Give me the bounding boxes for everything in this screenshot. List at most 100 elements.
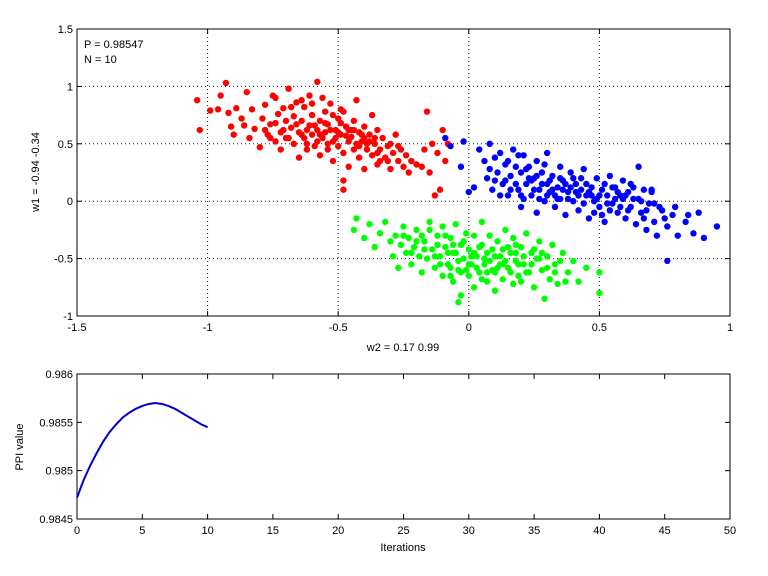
scatter-point bbox=[298, 131, 305, 138]
x-tick-label: 45 bbox=[659, 525, 671, 537]
scatter-point bbox=[321, 119, 329, 127]
scatter-point bbox=[619, 195, 627, 203]
scatter-point bbox=[280, 126, 287, 134]
scatter-point bbox=[549, 186, 556, 193]
scatter-point bbox=[366, 131, 373, 138]
scatter-point bbox=[335, 129, 342, 136]
scatter-point bbox=[368, 111, 376, 119]
scatter-point bbox=[543, 264, 551, 271]
scatter-point bbox=[651, 200, 658, 207]
scatter-point bbox=[510, 280, 517, 288]
scatter-point bbox=[567, 184, 574, 191]
scatter-point bbox=[530, 284, 538, 291]
scatter-point bbox=[507, 249, 514, 257]
scatter-point bbox=[455, 299, 462, 306]
scatter-point bbox=[520, 253, 527, 260]
scatter-point bbox=[316, 131, 324, 138]
scatter-point bbox=[564, 195, 572, 203]
scatter-point bbox=[408, 249, 415, 257]
scatter-point bbox=[389, 253, 397, 260]
line-axes-box bbox=[76, 373, 731, 520]
scatter-point bbox=[353, 96, 360, 104]
scatter-point bbox=[363, 146, 371, 153]
scatter-point bbox=[444, 249, 452, 257]
line-axes: 0 5 10 15 20 25 30 35 40 45 50 0.9845 0.985 0.9855 0.9… bbox=[14, 369, 736, 554]
scatter-point bbox=[604, 200, 611, 207]
scatter-point bbox=[214, 106, 222, 113]
scatter-point bbox=[536, 238, 543, 245]
scatter-point bbox=[434, 149, 441, 157]
scatter-point bbox=[601, 180, 608, 188]
scatter-point bbox=[491, 287, 499, 294]
scatter-point bbox=[316, 117, 324, 125]
scatter-point bbox=[491, 269, 499, 276]
scatter-point bbox=[510, 146, 517, 153]
scatter-point bbox=[371, 243, 378, 251]
x-tick-label: 30 bbox=[463, 525, 475, 537]
scatter-point bbox=[473, 264, 480, 271]
scatter-point bbox=[314, 138, 321, 145]
scatter-point bbox=[499, 276, 506, 283]
scatter-point bbox=[400, 223, 407, 230]
scatter-point bbox=[222, 79, 230, 87]
line-ticks: 0 5 10 15 20 25 30 35 40 45 50 0.9845 0.985 0.9855 0.9… bbox=[39, 369, 736, 537]
scatter-point bbox=[512, 180, 520, 188]
scatter-point bbox=[426, 226, 433, 234]
scatter-point bbox=[470, 184, 478, 191]
scatter-point bbox=[614, 188, 621, 196]
scatter-point bbox=[361, 234, 368, 242]
scatter-point bbox=[554, 280, 561, 288]
scatter-point bbox=[611, 195, 619, 203]
scatter-point bbox=[418, 269, 425, 276]
scatter-point bbox=[230, 131, 237, 138]
scatter-point bbox=[606, 207, 614, 214]
scatter-point bbox=[261, 126, 269, 134]
scatter-point bbox=[470, 232, 478, 239]
scatter-point bbox=[400, 232, 407, 239]
scatter-point bbox=[538, 249, 546, 257]
scatter-point bbox=[546, 177, 553, 184]
scatter-point bbox=[267, 121, 274, 128]
scatter-point bbox=[439, 272, 446, 280]
scatter-point bbox=[557, 257, 564, 265]
scatter-point bbox=[348, 133, 355, 141]
scatter-point bbox=[470, 284, 478, 291]
scatter-point bbox=[502, 177, 509, 184]
scatter-point bbox=[640, 186, 648, 193]
scatter-point bbox=[277, 146, 284, 153]
scatter-point bbox=[324, 140, 331, 147]
scatter-point bbox=[460, 238, 467, 245]
scatter-point bbox=[290, 113, 297, 120]
scatter-point bbox=[410, 243, 418, 251]
line-ylabel: PPI value bbox=[14, 423, 26, 470]
scatter-point bbox=[567, 169, 574, 176]
scatter-point bbox=[504, 192, 512, 199]
scatter-point bbox=[575, 278, 582, 285]
scatter-point bbox=[496, 192, 504, 199]
scatter-point bbox=[287, 124, 295, 131]
scatter-point bbox=[387, 165, 394, 173]
scatter-point bbox=[533, 209, 540, 216]
scatter-point bbox=[272, 138, 279, 145]
scatter-point bbox=[329, 111, 337, 119]
scatter-point bbox=[541, 161, 548, 168]
scatter-point bbox=[570, 175, 577, 182]
scatter-point bbox=[525, 175, 533, 182]
scatter-point bbox=[481, 255, 488, 262]
scatter-point bbox=[368, 152, 376, 159]
scatter-point bbox=[507, 186, 514, 193]
scatter-point bbox=[478, 218, 486, 226]
y-tick-label: -0.5 bbox=[54, 254, 73, 266]
scatter-point bbox=[355, 142, 363, 150]
scatter-point bbox=[314, 78, 321, 86]
scatter-point bbox=[324, 146, 331, 153]
scatter-point bbox=[528, 261, 535, 268]
x-tick-label: 0 bbox=[74, 525, 80, 537]
scatter-point bbox=[489, 186, 496, 193]
scatter-point bbox=[421, 246, 428, 253]
scatter-point bbox=[515, 152, 522, 159]
scatter-point bbox=[353, 215, 360, 222]
scatter-point bbox=[342, 132, 350, 139]
scatter-point bbox=[345, 126, 352, 134]
